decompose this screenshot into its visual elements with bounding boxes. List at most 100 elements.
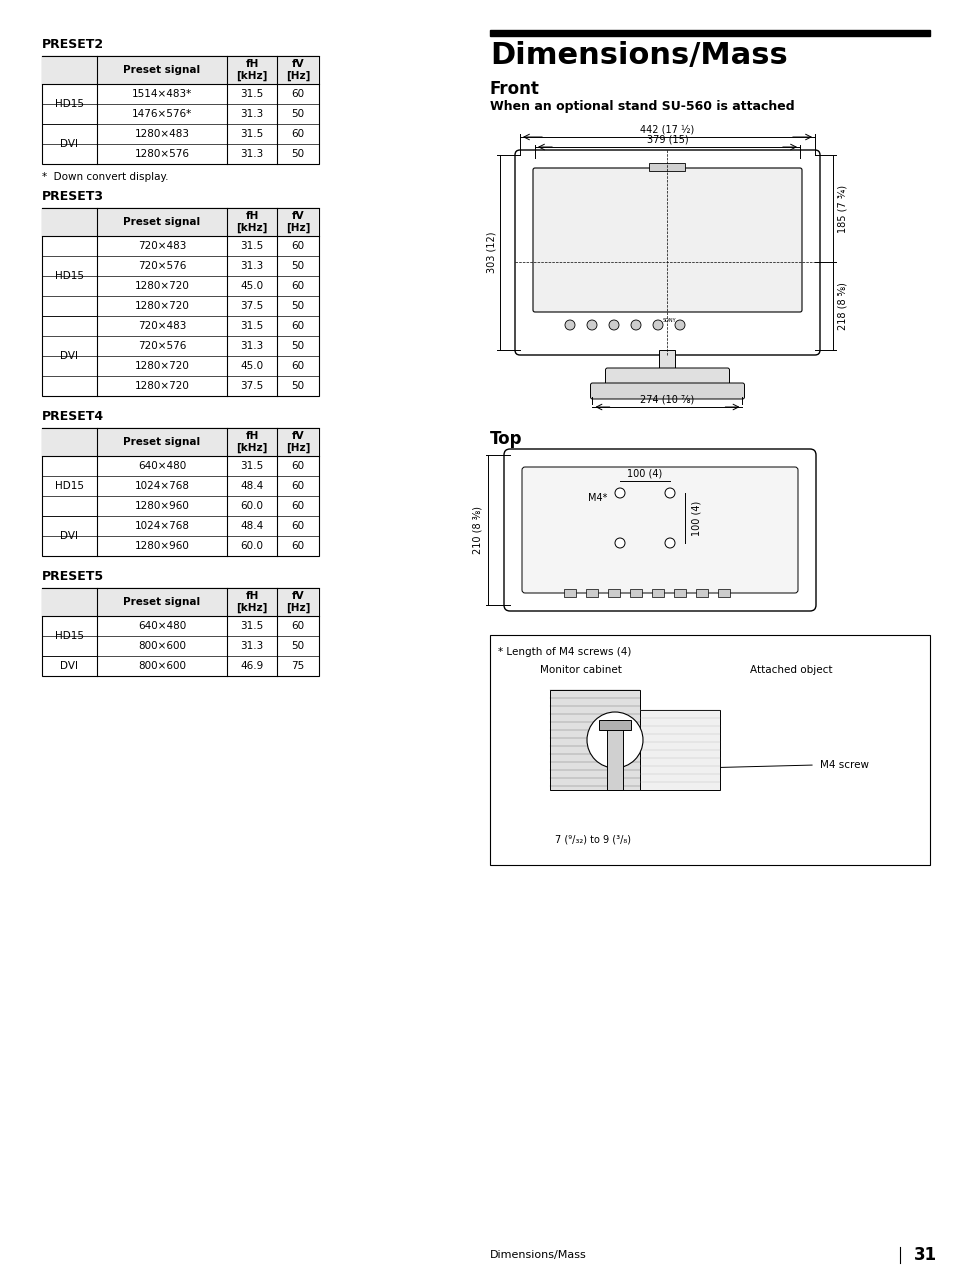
Circle shape bbox=[615, 488, 624, 498]
Text: 31.5: 31.5 bbox=[240, 461, 263, 471]
Text: HD15: HD15 bbox=[55, 271, 84, 282]
Text: 60: 60 bbox=[291, 129, 304, 139]
Text: fH
[kHz]: fH [kHz] bbox=[236, 431, 268, 454]
Text: fV
[Hz]: fV [Hz] bbox=[286, 59, 310, 82]
Text: 379 (15): 379 (15) bbox=[646, 135, 688, 145]
Text: fV
[Hz]: fV [Hz] bbox=[286, 431, 310, 454]
Text: 46.9: 46.9 bbox=[240, 661, 263, 671]
Text: 48.4: 48.4 bbox=[240, 482, 263, 490]
Text: 45.0: 45.0 bbox=[240, 361, 263, 371]
FancyBboxPatch shape bbox=[515, 150, 820, 355]
Text: 1514×483*: 1514×483* bbox=[132, 89, 192, 99]
Bar bbox=[673, 589, 685, 598]
Bar bbox=[550, 691, 639, 790]
Bar bbox=[718, 589, 729, 598]
Text: When an optional stand SU-560 is attached: When an optional stand SU-560 is attache… bbox=[490, 99, 794, 113]
FancyBboxPatch shape bbox=[503, 448, 815, 612]
Bar bbox=[629, 589, 641, 598]
Text: 1280×960: 1280×960 bbox=[134, 501, 190, 511]
Text: 1280×960: 1280×960 bbox=[134, 541, 190, 550]
Text: Preset signal: Preset signal bbox=[123, 437, 200, 447]
Text: 800×600: 800×600 bbox=[138, 641, 186, 651]
Text: 1024×768: 1024×768 bbox=[134, 521, 190, 531]
Text: Attached object: Attached object bbox=[749, 665, 832, 675]
Bar bbox=[606, 720, 622, 790]
Text: 303 (12): 303 (12) bbox=[486, 232, 497, 273]
Text: 50: 50 bbox=[291, 641, 304, 651]
Text: 210 (8 ⅜): 210 (8 ⅜) bbox=[473, 506, 482, 554]
Text: 442 (17 ½): 442 (17 ½) bbox=[639, 124, 694, 134]
Text: fH
[kHz]: fH [kHz] bbox=[236, 59, 268, 82]
Bar bbox=[42, 208, 318, 236]
Text: Dimensions/Mass: Dimensions/Mass bbox=[490, 41, 787, 70]
Text: HD15: HD15 bbox=[55, 99, 84, 110]
Text: 7 (⁹/₃₂) to 9 (³/₈): 7 (⁹/₃₂) to 9 (³/₈) bbox=[555, 834, 630, 845]
Bar bbox=[696, 589, 707, 598]
Text: PRESET3: PRESET3 bbox=[42, 190, 104, 203]
Bar bbox=[42, 428, 318, 555]
Text: 60: 60 bbox=[291, 89, 304, 99]
Circle shape bbox=[608, 320, 618, 330]
Circle shape bbox=[630, 320, 640, 330]
Bar bbox=[42, 589, 318, 617]
Text: 60: 60 bbox=[291, 321, 304, 331]
Text: 60: 60 bbox=[291, 541, 304, 550]
Bar bbox=[649, 163, 685, 171]
Text: 37.5: 37.5 bbox=[240, 301, 263, 311]
FancyBboxPatch shape bbox=[590, 383, 743, 399]
Text: DVI: DVI bbox=[60, 661, 78, 671]
Text: DVI: DVI bbox=[60, 531, 78, 541]
Text: 31.3: 31.3 bbox=[240, 261, 263, 271]
FancyBboxPatch shape bbox=[533, 168, 801, 312]
Text: 720×483: 720×483 bbox=[137, 321, 186, 331]
Text: 31.3: 31.3 bbox=[240, 341, 263, 352]
Text: 60: 60 bbox=[291, 361, 304, 371]
Text: 50: 50 bbox=[291, 301, 304, 311]
Text: Preset signal: Preset signal bbox=[123, 217, 200, 227]
Text: 37.5: 37.5 bbox=[240, 381, 263, 391]
Text: 60: 60 bbox=[291, 241, 304, 251]
Circle shape bbox=[586, 320, 597, 330]
Text: HD15: HD15 bbox=[55, 631, 84, 641]
Circle shape bbox=[615, 538, 624, 548]
Text: PRESET4: PRESET4 bbox=[42, 410, 104, 423]
Text: PRESET2: PRESET2 bbox=[42, 38, 104, 51]
Text: 48.4: 48.4 bbox=[240, 521, 263, 531]
Circle shape bbox=[675, 320, 684, 330]
Circle shape bbox=[664, 488, 675, 498]
Text: DVI: DVI bbox=[60, 139, 78, 149]
Text: 274 (10 ⅞): 274 (10 ⅞) bbox=[639, 394, 694, 404]
Bar bbox=[607, 589, 619, 598]
Text: 31.3: 31.3 bbox=[240, 641, 263, 651]
Text: 720×576: 720×576 bbox=[137, 341, 186, 352]
Text: 640×480: 640×480 bbox=[138, 620, 186, 631]
Text: fV
[Hz]: fV [Hz] bbox=[286, 211, 310, 233]
Text: Dimensions/Mass: Dimensions/Mass bbox=[490, 1250, 586, 1260]
Text: 60: 60 bbox=[291, 501, 304, 511]
Text: 720×576: 720×576 bbox=[137, 261, 186, 271]
Text: * Length of M4 screws (4): * Length of M4 screws (4) bbox=[497, 647, 631, 657]
Text: DVI: DVI bbox=[60, 352, 78, 361]
Text: 640×480: 640×480 bbox=[138, 461, 186, 471]
Text: 50: 50 bbox=[291, 110, 304, 118]
Text: 31.5: 31.5 bbox=[240, 241, 263, 251]
Text: 1024×768: 1024×768 bbox=[134, 482, 190, 490]
Bar bbox=[659, 350, 675, 369]
FancyBboxPatch shape bbox=[521, 468, 797, 592]
Bar bbox=[651, 589, 663, 598]
Text: 800×600: 800×600 bbox=[138, 661, 186, 671]
Circle shape bbox=[664, 538, 675, 548]
Text: 185 (7 ¾): 185 (7 ¾) bbox=[837, 185, 847, 233]
Text: 50: 50 bbox=[291, 341, 304, 352]
Text: 31: 31 bbox=[912, 1246, 936, 1264]
Text: 75: 75 bbox=[291, 661, 304, 671]
Text: 31.5: 31.5 bbox=[240, 321, 263, 331]
Text: Front: Front bbox=[490, 80, 539, 98]
Text: 45.0: 45.0 bbox=[240, 282, 263, 290]
Text: 60: 60 bbox=[291, 620, 304, 631]
Circle shape bbox=[564, 320, 575, 330]
Text: 1280×483: 1280×483 bbox=[134, 129, 190, 139]
Text: *  Down convert display.: * Down convert display. bbox=[42, 172, 169, 182]
Text: 1476×576*: 1476×576* bbox=[132, 110, 192, 118]
Text: 1280×720: 1280×720 bbox=[134, 381, 190, 391]
